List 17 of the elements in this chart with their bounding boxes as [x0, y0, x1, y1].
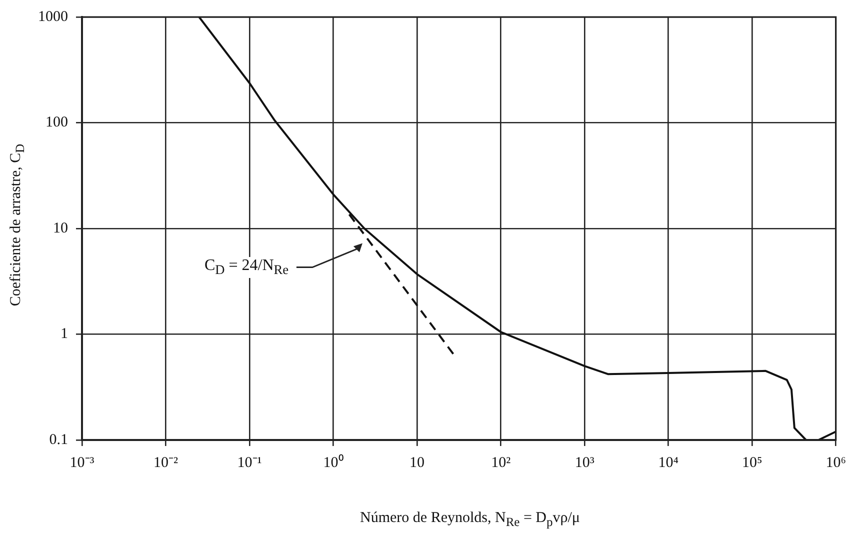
annotation: C$_{D}$ = 24/N$_{Re}$: [202, 256, 291, 278]
x-tick-label: 10⁰: [323, 454, 344, 471]
x-tick-label: 10⁻²: [154, 454, 179, 471]
x-tick-label: 10³: [574, 454, 595, 471]
x-axis-title: Número de Reynolds, N$_{Re}$ = D$_{p}$vρ/μ: [360, 510, 580, 530]
x-tick-label: 10⁴: [658, 454, 678, 471]
y-tick-label: 10: [53, 220, 68, 236]
x-tick-label: 10: [410, 454, 425, 471]
x-tick-label: 10²: [491, 454, 512, 471]
x-tick-label: 10⁶: [826, 454, 846, 471]
x-tick-label: 10⁻¹: [237, 454, 262, 471]
y-tick-label: 100: [46, 114, 68, 131]
y-tick-label: 1000: [38, 8, 68, 25]
x-tick-label: 10⁵: [742, 454, 762, 471]
y-tick-label: 0.1: [49, 432, 68, 448]
y-tick-label: 1: [60, 326, 68, 342]
x-tick-label: 10⁻³: [70, 454, 95, 471]
